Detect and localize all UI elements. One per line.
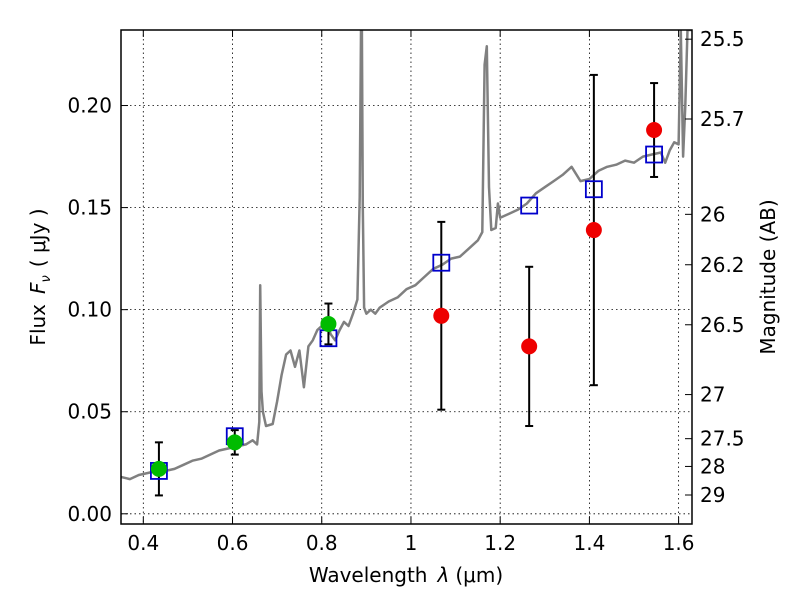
plot-background: [121, 30, 692, 524]
model-spectrum-series: [121, 30, 692, 481]
x-axis-symbol: λ: [437, 563, 450, 587]
y2-tick-label: 26.5: [700, 313, 745, 337]
y2-tick-label: 25.5: [700, 27, 745, 51]
axis-ticks: 0.4 0.6 0.8 1 1.2 1.4 1.6 0.00 0.05 0.10 0.15 0.20 2…: [67, 27, 744, 555]
x-axis-unit: (μm): [455, 563, 503, 587]
plot-area: [121, 30, 692, 497]
y2-tick-label: 25.7: [700, 107, 745, 131]
y2-tick-label: 27: [700, 383, 725, 407]
y2-tick-label: 29: [700, 483, 725, 507]
y-axis-title: Flux Fν ( μJy ): [26, 208, 54, 345]
model-spectrum-line: [121, 30, 692, 481]
y-tick-label: 0.15: [67, 196, 112, 220]
model-photometry-square: [432, 253, 451, 272]
y-tick-label: 0.05: [67, 400, 112, 424]
y2-tick-label: 27.5: [700, 427, 745, 451]
x-tick-label: 1.2: [484, 531, 516, 555]
red-data-point: [521, 338, 538, 355]
model-photometry-square: [645, 145, 663, 164]
x-axis-title-text: Wavelength: [309, 563, 428, 587]
x-tick-label: 0.4: [127, 531, 159, 555]
red-data-point: [433, 307, 450, 324]
x-axis-title: Wavelength λ (μm): [309, 563, 503, 587]
red-data-point: [646, 122, 663, 139]
y2-tick-label: 28: [700, 454, 725, 478]
y-axis-symbol: F: [26, 282, 50, 294]
y2-tick-label: 26: [700, 202, 725, 226]
green-data-point: [150, 460, 167, 477]
y-tick-label: 0.00: [67, 502, 112, 526]
observed-points-layer: [150, 122, 663, 477]
y-tick-label: 0.20: [67, 94, 112, 118]
x-tick-label: 1: [405, 531, 418, 555]
y-axis-subscript: ν: [39, 275, 54, 282]
x-tick-label: 1.6: [663, 531, 695, 555]
model-photometry-square: [520, 196, 539, 215]
model-photometry-square: [584, 180, 603, 199]
y-axis-unit: ( μJy ): [26, 208, 50, 267]
green-data-point: [226, 434, 243, 451]
y-tick-label: 0.10: [67, 298, 112, 322]
y2-axis-title: Magnitude (AB): [756, 199, 780, 354]
y-axis-title-text: Flux: [26, 304, 50, 346]
red-data-point: [585, 222, 602, 239]
y2-tick-label: 26.2: [700, 253, 745, 277]
x-tick-label: 0.6: [217, 531, 249, 555]
green-data-point: [320, 315, 337, 332]
x-tick-label: 0.8: [306, 531, 338, 555]
x-tick-label: 1.4: [573, 531, 605, 555]
plot-frame: [120, 29, 693, 525]
